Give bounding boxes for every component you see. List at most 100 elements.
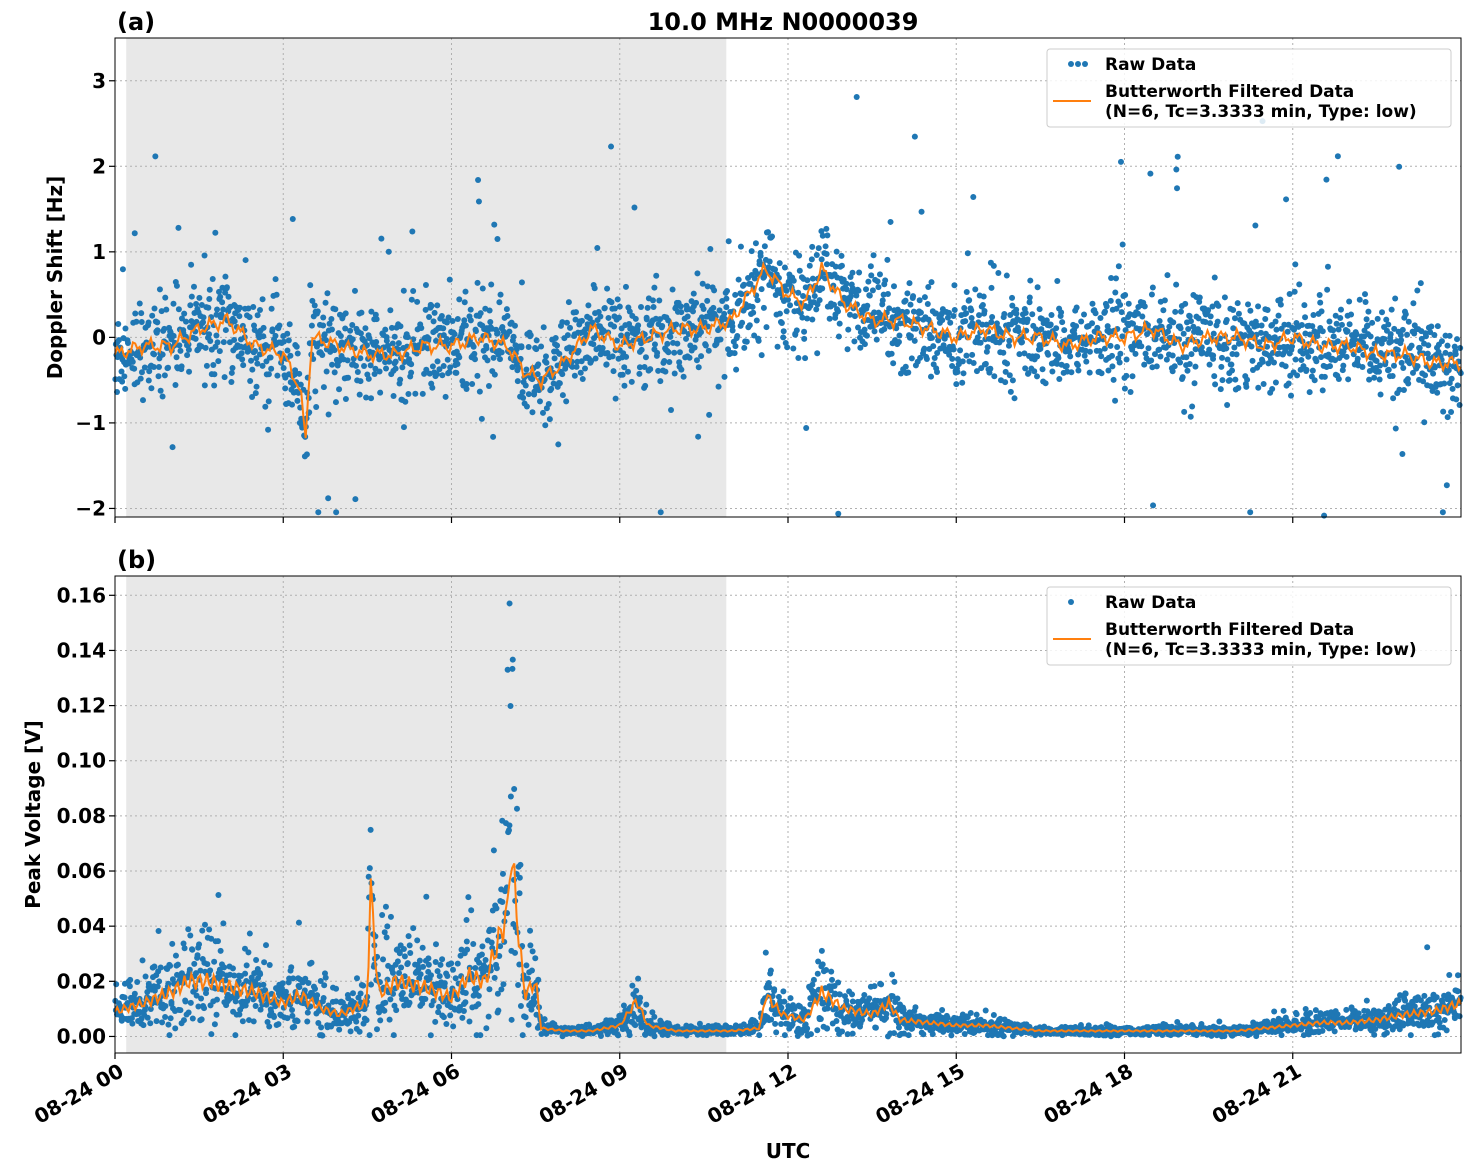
raw-data-point xyxy=(1024,316,1031,323)
raw-data-point xyxy=(470,940,477,947)
raw-data-point xyxy=(577,369,584,376)
raw-data-point xyxy=(285,337,292,344)
raw-data-point xyxy=(221,964,228,971)
raw-data-point xyxy=(814,970,821,977)
raw-data-point xyxy=(1219,354,1226,361)
raw-data-point xyxy=(353,1018,360,1025)
raw-data-point xyxy=(1214,318,1221,325)
raw-data-point xyxy=(1206,346,1213,353)
raw-data-point xyxy=(372,311,379,318)
raw-data-point xyxy=(1264,306,1271,313)
raw-data-point xyxy=(1398,337,1405,344)
raw-data-point xyxy=(151,305,158,312)
raw-data-point xyxy=(516,874,523,881)
raw-data-point xyxy=(253,355,260,362)
raw-data-point xyxy=(506,600,513,607)
raw-data-point xyxy=(454,996,461,1003)
raw-data-point xyxy=(320,314,327,321)
raw-data-point xyxy=(417,971,424,978)
raw-data-point xyxy=(1443,482,1450,489)
raw-data-point xyxy=(1348,311,1355,318)
raw-data-point xyxy=(433,371,440,378)
raw-data-point xyxy=(1255,303,1262,310)
raw-data-point xyxy=(836,320,843,327)
raw-data-point xyxy=(796,267,803,274)
raw-data-point xyxy=(1218,363,1225,370)
raw-data-point xyxy=(204,961,211,968)
raw-data-point xyxy=(365,375,372,382)
y-tick-label: 2 xyxy=(92,154,106,178)
raw-data-point xyxy=(1092,310,1099,317)
raw-data-point xyxy=(516,890,523,897)
raw-data-point xyxy=(1374,315,1381,322)
raw-data-point xyxy=(194,952,201,959)
raw-data-point xyxy=(1054,278,1061,285)
raw-data-point xyxy=(1081,352,1088,359)
raw-data-point xyxy=(206,331,213,338)
raw-data-point xyxy=(1145,345,1152,352)
raw-data-point xyxy=(289,215,296,222)
raw-data-point xyxy=(472,965,479,972)
raw-data-point xyxy=(853,292,860,299)
raw-data-point xyxy=(399,364,406,371)
raw-data-point xyxy=(811,292,818,299)
raw-data-point xyxy=(498,349,505,356)
raw-data-point xyxy=(980,293,987,300)
raw-data-point xyxy=(380,956,387,963)
raw-data-point xyxy=(1228,361,1235,368)
raw-data-point xyxy=(207,338,214,345)
raw-data-point xyxy=(1414,287,1421,294)
raw-data-point xyxy=(1417,280,1424,287)
raw-data-point xyxy=(814,350,821,357)
raw-data-point xyxy=(423,893,430,900)
raw-data-point xyxy=(912,1004,919,1011)
raw-data-point xyxy=(823,250,830,257)
raw-data-point xyxy=(1000,1033,1007,1040)
raw-data-point xyxy=(750,309,757,316)
raw-data-point xyxy=(1340,362,1347,369)
raw-data-point xyxy=(1078,318,1085,325)
raw-data-point xyxy=(737,243,744,250)
raw-data-point xyxy=(1171,363,1178,370)
raw-data-point xyxy=(257,306,264,313)
raw-data-point xyxy=(1275,312,1282,319)
raw-data-point xyxy=(1327,363,1334,370)
raw-data-point xyxy=(463,380,470,387)
raw-data-point xyxy=(1399,450,1406,457)
panel-a-x-ticks xyxy=(114,517,1294,523)
raw-data-point xyxy=(314,308,321,315)
raw-data-point xyxy=(229,965,236,972)
raw-data-point xyxy=(824,232,831,239)
raw-data-point xyxy=(456,296,463,303)
raw-data-point xyxy=(705,347,712,354)
raw-data-point xyxy=(563,319,570,326)
raw-data-point xyxy=(621,364,628,371)
raw-data-point xyxy=(1289,343,1296,350)
raw-data-point xyxy=(182,998,189,1005)
raw-data-point xyxy=(591,285,598,292)
raw-data-point xyxy=(488,939,495,946)
raw-data-point xyxy=(601,304,608,311)
raw-data-point xyxy=(448,960,455,967)
raw-data-point xyxy=(1444,342,1451,349)
raw-data-point xyxy=(225,293,232,300)
raw-data-point xyxy=(511,786,518,793)
raw-data-point xyxy=(843,280,850,287)
raw-data-point xyxy=(206,296,213,303)
raw-data-point xyxy=(232,1032,239,1039)
raw-data-point xyxy=(221,374,228,381)
raw-data-point xyxy=(1309,323,1316,330)
raw-data-point xyxy=(1333,320,1340,327)
raw-data-point xyxy=(800,293,807,300)
raw-data-point xyxy=(818,256,825,263)
raw-data-point xyxy=(799,314,806,321)
raw-data-point xyxy=(1116,359,1123,366)
raw-data-point xyxy=(474,372,481,379)
legend-raw-marker xyxy=(1075,61,1081,67)
raw-data-point xyxy=(1105,367,1112,374)
raw-data-point xyxy=(1269,386,1276,393)
raw-data-point xyxy=(662,368,669,375)
raw-data-point xyxy=(1350,341,1357,348)
raw-data-point xyxy=(915,316,922,323)
raw-data-point xyxy=(363,394,370,401)
